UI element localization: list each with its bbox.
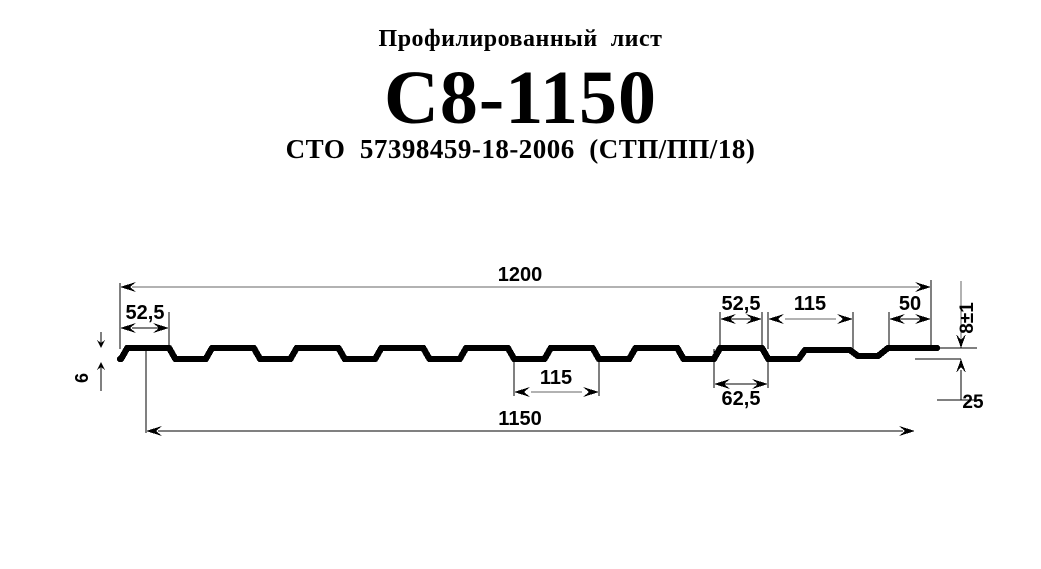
svg-text:115: 115: [540, 367, 572, 389]
svg-text:25: 25: [962, 392, 984, 413]
svg-text:52,5: 52,5: [722, 293, 761, 315]
svg-text:1150: 1150: [498, 408, 541, 430]
svg-text:52,5: 52,5: [126, 302, 165, 324]
svg-text:1200: 1200: [498, 264, 543, 286]
svg-text:8±1: 8±1: [957, 302, 978, 334]
svg-text:50: 50: [899, 293, 921, 315]
svg-text:115: 115: [794, 293, 826, 315]
svg-text:62,5: 62,5: [722, 388, 761, 410]
svg-text:6: 6: [72, 373, 92, 383]
